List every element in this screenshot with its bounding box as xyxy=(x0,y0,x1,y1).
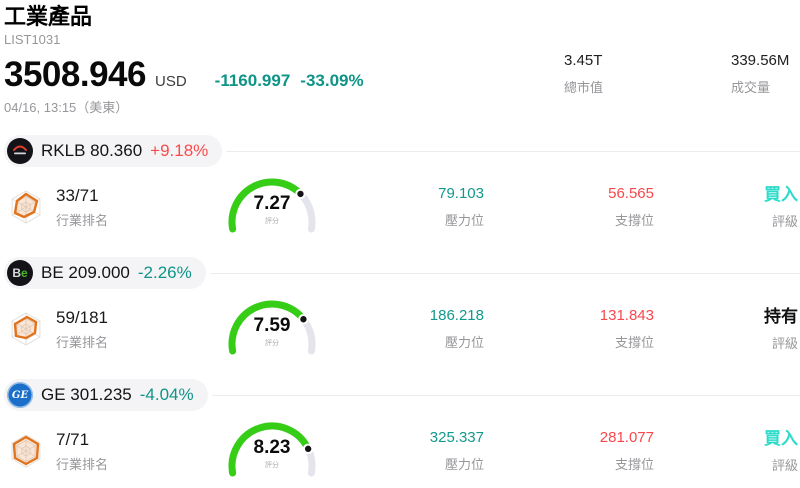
row-content: 7/71 行業排名 8.23 評分 325.337 壓力位 281.077 支撐… xyxy=(0,422,800,480)
volume-label: 成交量 xyxy=(731,80,771,95)
quote-timestamp: 04/16, 13:15（美東） xyxy=(4,100,129,115)
score-gauge: 7.27 評分 xyxy=(224,178,320,236)
pressure-value: 186.218 xyxy=(429,307,484,324)
change-percent: -33.09% xyxy=(300,71,364,90)
stock-row-rklb: RKLB 80.360 +9.18% 33/71 行業排名 xyxy=(0,135,800,257)
score-value: 7.59 xyxy=(253,315,291,336)
row-content: 59/181 行業排名 7.59 評分 186.218 壓力位 131.843 … xyxy=(0,300,800,358)
gauge-column: 7.27 評分 xyxy=(206,178,338,236)
volume-value: 339.56M xyxy=(731,52,790,69)
rank-text: 59/181 行業排名 xyxy=(56,308,108,351)
pressure-value: 79.103 xyxy=(438,185,484,202)
rank-value: 33/71 xyxy=(56,185,99,205)
list-id: LIST1031 xyxy=(4,32,61,47)
support-column: 56.565 支撐位 xyxy=(484,185,654,229)
rating-label: 評級 xyxy=(771,335,798,351)
pressure-label: 壓力位 xyxy=(444,213,484,228)
pressure-column: 186.218 壓力位 xyxy=(338,307,484,351)
rank-label: 行業排名 xyxy=(56,212,109,228)
support-value: 281.077 xyxy=(599,429,654,446)
support-column: 281.077 支撐位 xyxy=(484,429,654,473)
pressure-label: 壓力位 xyxy=(444,335,484,350)
support-label: 支撐位 xyxy=(614,213,654,228)
market-cap-label: 總市值 xyxy=(564,80,604,95)
rank-text: 33/71 行業排名 xyxy=(56,186,108,229)
rating-column: 買入 評級 xyxy=(654,429,800,474)
pressure-column: 79.103 壓力位 xyxy=(338,185,484,229)
stock-pill-rklb[interactable]: RKLB 80.360 +9.18% xyxy=(4,135,223,167)
ticker-change: -4.04% xyxy=(139,385,194,404)
page-title: 工業產品 xyxy=(4,4,93,29)
gauge-arc xyxy=(228,178,316,233)
rank-value: 59/181 xyxy=(56,307,108,327)
rating-column: 持有 評級 xyxy=(654,307,800,352)
header: 工業產品 LIST1031 3508.946 USD -1160.997 -33.… xyxy=(0,0,800,135)
score-label: 評分 xyxy=(265,462,279,469)
radar-chart-icon xyxy=(11,434,41,468)
ticker-symbol-price: RKLB 80.360 xyxy=(41,141,143,160)
rating-value: 買入 xyxy=(764,184,798,204)
stock-row-ge: GE GE 301.235 -4.04% 7/71 行業排名 xyxy=(0,379,800,488)
rating-value: 買入 xyxy=(764,428,798,448)
volume-stat: 339.56M 成交量 xyxy=(731,52,789,96)
ticker-symbol-price: GE 301.235 xyxy=(41,385,132,404)
currency-label: USD xyxy=(154,73,187,90)
stock-pill-ge[interactable]: GE GE 301.235 -4.04% xyxy=(4,379,208,411)
score-gauge: 7.59 評分 xyxy=(224,300,320,358)
rank-label: 行業排名 xyxy=(56,334,109,350)
row-content: 33/71 行業排名 7.27 評分 79.103 壓力位 56.565 支撐位… xyxy=(0,178,800,236)
gauge-arc xyxy=(228,300,316,355)
gauge-column: 8.23 評分 xyxy=(206,422,338,480)
rank-label: 行業排名 xyxy=(56,456,109,472)
gauge-arc xyxy=(228,422,316,477)
rating-column: 買入 評級 xyxy=(654,185,800,230)
index-price: 3508.946 xyxy=(4,55,146,94)
row-divider xyxy=(211,394,800,396)
row-divider xyxy=(226,150,800,152)
ge-logo-icon: GE xyxy=(7,382,33,408)
gauge-column: 7.59 評分 xyxy=(206,300,338,358)
pressure-column: 325.337 壓力位 xyxy=(338,429,484,473)
rating-label: 評級 xyxy=(771,457,798,473)
rank-column: 59/181 行業排名 xyxy=(0,308,206,351)
score-label: 評分 xyxy=(265,340,279,347)
support-value: 131.843 xyxy=(599,307,654,324)
pressure-label: 壓力位 xyxy=(444,457,484,472)
ticker-change: -2.26% xyxy=(137,263,192,282)
rklb-logo-icon xyxy=(7,138,33,164)
index-change: -1160.997 -33.09% xyxy=(215,71,364,91)
rank-column: 33/71 行業排名 xyxy=(0,186,206,229)
support-label: 支撐位 xyxy=(614,457,654,472)
score-label: 評分 xyxy=(265,218,279,225)
score-gauge: 8.23 評分 xyxy=(224,422,320,480)
radar-chart-icon xyxy=(11,312,41,346)
rating-value: 持有 xyxy=(764,306,798,326)
rank-value: 7/71 xyxy=(56,429,90,449)
change-value: -1160.997 xyxy=(214,71,291,90)
market-cap-value: 3.45T xyxy=(564,52,603,69)
support-value: 56.565 xyxy=(608,185,654,202)
row-divider xyxy=(209,272,800,274)
support-column: 131.843 支撐位 xyxy=(484,307,654,351)
ticker-symbol-price: BE 209.000 xyxy=(41,263,130,282)
ticker-change: +9.18% xyxy=(150,141,209,160)
support-label: 支撐位 xyxy=(614,335,654,350)
price-row: 3508.946 USD -1160.997 -33.09% xyxy=(4,57,800,93)
market-cap-stat: 3.45T 總市值 xyxy=(564,52,603,96)
pressure-value: 325.337 xyxy=(429,429,484,446)
rank-column: 7/71 行業排名 xyxy=(0,430,206,473)
score-value: 8.23 xyxy=(253,437,291,458)
ticker-line: GE GE 301.235 -4.04% xyxy=(4,379,800,411)
ticker-line: RKLB 80.360 +9.18% xyxy=(4,135,800,167)
rating-label: 評級 xyxy=(771,213,798,229)
rank-text: 7/71 行業排名 xyxy=(56,430,108,473)
radar-chart-icon xyxy=(11,190,41,224)
score-value: 7.27 xyxy=(253,193,291,214)
